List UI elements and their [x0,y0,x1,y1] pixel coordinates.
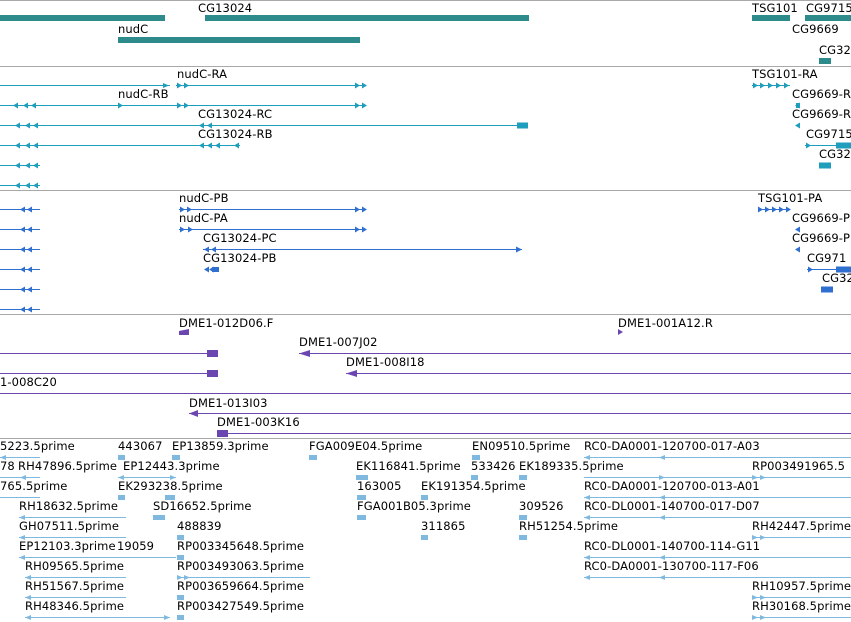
est-label[interactable]: RC0-DA0001-120700-017-A03 [584,439,760,453]
est-label[interactable]: RH42447.5prime [752,519,851,533]
est-label[interactable]: RP003345648.5prime [177,539,305,553]
transcript-label[interactable]: nudC-RA [177,67,228,81]
est-label[interactable]: EP13859.3prime [172,439,269,453]
clone-label[interactable]: 1-008C20 [0,375,57,389]
clone-label[interactable]: DME1-007J02 [299,335,378,349]
gene-bar-tsg101[interactable] [752,15,790,21]
gene-label[interactable]: CG9669 [792,22,839,36]
track-separator [0,314,851,315]
est-label[interactable]: RH51254.5prime [519,519,619,533]
est-label[interactable]: RP003491965.5 [752,459,846,473]
protein-label[interactable]: CG971 [807,251,847,265]
est-label[interactable]: EK116841.5prime [356,459,461,473]
est-label[interactable]: RP003427549.5prime [177,599,305,613]
est-label[interactable]: EK191354.5prime [421,479,526,493]
est-track: 5223.5prime 443067 EP13859.3prime FGA009… [0,438,851,622]
est-label[interactable]: 311865 [421,519,466,533]
protein-label[interactable]: CG13024-PB [203,251,277,265]
est-label[interactable]: RH09565.5prime [25,559,125,573]
est-label[interactable]: RH51567.5prime [25,579,125,593]
transcript-label[interactable]: CG32 [819,147,851,161]
protein-label[interactable]: nudC-PB [179,191,229,205]
transcript-label[interactable]: CG13024-RC [198,107,273,121]
est-label[interactable]: RH48346.5prime [25,599,125,613]
est-label[interactable]: EP12103.3prime [19,539,116,553]
transcript-label[interactable]: CG9669-R [792,87,851,101]
track-separator [0,438,851,439]
protein-glyphs[interactable] [0,206,851,313]
transcript-glyphs[interactable] [0,82,851,189]
protein-track: nudC-PB nudC-PA CG13024-PC CG13024-PB TS… [0,190,851,314]
est-label[interactable]: RC0-DA0001-130700-117-F06 [584,559,759,573]
est-label[interactable]: FGA001B05.3prime [357,499,471,513]
est-label[interactable]: 765.5prime [0,479,68,493]
est-label[interactable]: EK189335.5prime [519,459,624,473]
est-label[interactable]: RP003493063.5prime [177,559,305,573]
track-separator [0,190,851,191]
est-label[interactable]: EK293238.5prime [118,479,223,493]
track-top-border [0,0,851,1]
clone-label[interactable]: DME1-012D06.F [179,316,274,330]
gene-label[interactable]: CG9715 [806,1,851,15]
gene-label[interactable]: TSG101 [752,1,798,15]
est-label[interactable]: RH18632.5prime [19,499,119,513]
gene-bar[interactable] [0,15,165,21]
est-label[interactable]: EN09510.5prime [472,439,571,453]
clone-track: DME1-012D06.F DME1-001A12.R DME1-007J02 … [0,314,851,438]
gene-bar-nudc[interactable] [118,37,360,43]
transcript-label[interactable]: TSG101-RA [752,67,818,81]
est-label[interactable]: 163005 [357,479,402,493]
gene-bar-cg9715[interactable] [805,15,851,21]
protein-label[interactable]: CG9669-P [792,231,851,245]
track-separator [0,66,851,67]
clone-label[interactable]: DME1-008I18 [346,355,425,369]
est-label[interactable]: 488839 [177,519,222,533]
est-label[interactable]: EP12443.3prime [123,459,220,473]
protein-label[interactable]: CG32 [822,271,851,285]
est-label[interactable]: 533426 [471,459,516,473]
est-label[interactable]: 19059 [117,539,155,553]
protein-label[interactable]: nudC-PA [179,211,228,225]
clone-label[interactable]: DME1-003K16 [217,415,300,429]
est-label[interactable]: RC0-DL0001-140700-017-D07 [584,499,760,513]
est-glyphs[interactable] [0,455,851,620]
gene-label[interactable]: CG32 [819,43,851,57]
protein-label[interactable]: CG13024-PC [203,231,277,245]
est-label[interactable]: FGA009E04.5prime [309,439,423,453]
est-label[interactable]: 443067 [118,439,163,453]
est-label[interactable]: 309526 [519,499,564,513]
est-label[interactable]: RC0-DL0001-140700-114-G11 [584,539,761,553]
est-label[interactable]: GH07511.5prime [19,519,120,533]
transcript-label[interactable]: CG13024-RB [198,127,273,141]
est-label[interactable]: RH30168.5prime [752,599,851,613]
transcript-label[interactable]: CG9669-R [792,107,851,121]
transcript-label[interactable]: CG9715 [806,127,851,141]
clone-glyphs[interactable] [0,329,851,437]
protein-label[interactable]: TSG101-PA [758,191,823,205]
gene-track: CG13024 nudC TSG101 CG9715 CG9669 CG32 [0,0,851,66]
transcript-track: nudC-RA nudC-RB CG13024-RC CG13024-RB TS… [0,66,851,190]
clone-label[interactable]: DME1-001A12.R [618,316,713,330]
transcript-label[interactable]: nudC-RB [118,87,169,101]
est-label[interactable]: 5223.5prime [0,439,75,453]
clone-label[interactable]: DME1-013I03 [189,396,268,410]
gene-bar-cg32[interactable] [819,58,831,64]
est-label[interactable]: RH47896.5prime [18,459,118,473]
protein-label[interactable]: CG9669-P [792,211,851,225]
est-label[interactable]: 78 [0,459,15,473]
est-label[interactable]: SD16652.5prime [153,499,252,513]
est-label[interactable]: RH10957.5prime [752,579,851,593]
est-label[interactable]: RC0-DA0001-120700-013-A01 [584,479,760,493]
est-label[interactable]: RP003659664.5prime [177,579,305,593]
gene-bar-cg13024[interactable] [205,15,529,21]
gene-label[interactable]: nudC [118,22,149,36]
gene-label[interactable]: CG13024 [198,1,253,15]
